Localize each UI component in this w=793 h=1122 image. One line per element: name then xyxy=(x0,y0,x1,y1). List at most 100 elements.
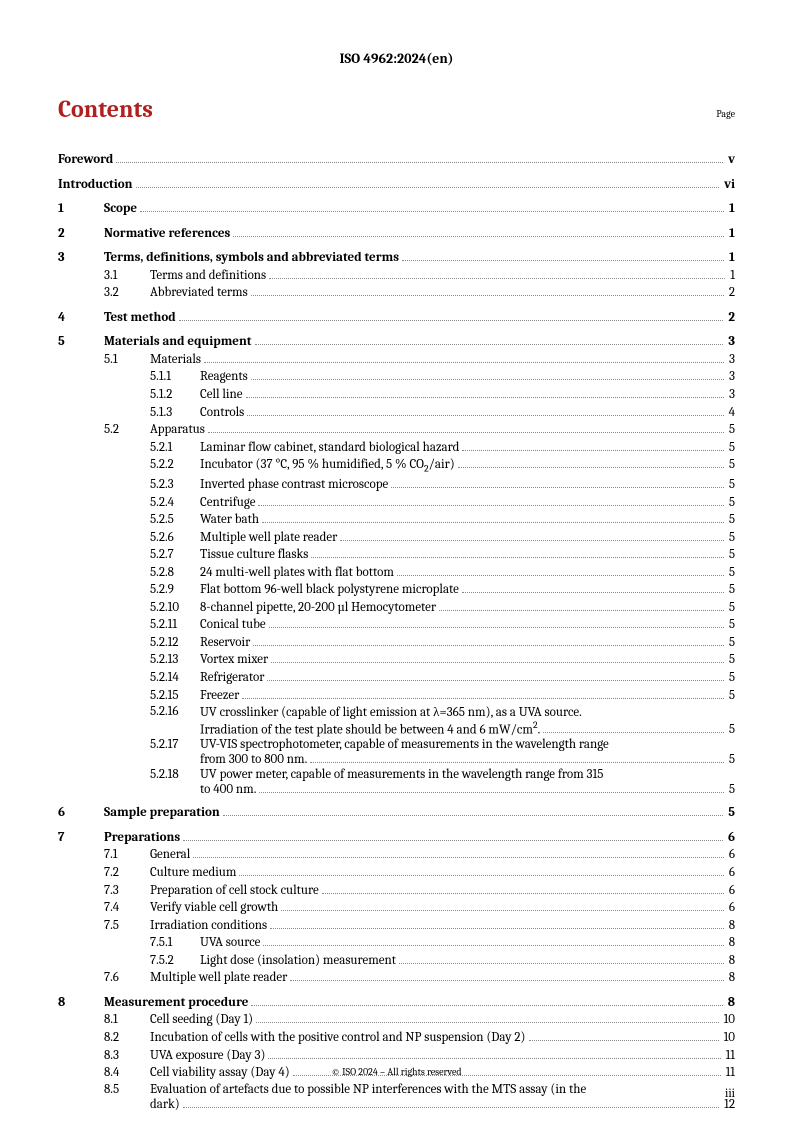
toc-subsubentry: 5.2.2 Incubator (37 °C, 95 % humidified,… xyxy=(58,456,735,476)
leader-dots xyxy=(179,320,724,321)
leader-dots xyxy=(399,963,724,964)
leader-dots xyxy=(529,1040,719,1041)
toc-page: 3 xyxy=(726,333,735,351)
toc-subentry: 7.5 Irradiation conditions 8 xyxy=(58,917,735,935)
toc-page: 5 xyxy=(727,546,735,564)
toc-label-line2: Irradiation of the test plate should be … xyxy=(200,720,540,737)
toc-label: Foreword xyxy=(58,151,113,169)
toc-label: Incubator (37 °C, 95 % humidified, 5 % C… xyxy=(200,456,455,476)
toc-label-line1: UV crosslinker (capable of light emissio… xyxy=(200,704,735,720)
toc-label: Reagents xyxy=(200,368,248,386)
toc-subentry: 7.3 Preparation of cell stock culture 6 xyxy=(58,882,735,900)
toc-label: Apparatus xyxy=(150,421,205,439)
toc-label-line1: UV power meter, capable of measurements … xyxy=(200,767,735,782)
toc-entry-scope: 1 Scope 1 xyxy=(58,200,735,218)
toc-number: 5.1.2 xyxy=(150,386,200,404)
toc-number: 5.2.2 xyxy=(150,456,200,474)
leader-dots xyxy=(271,662,724,663)
toc-label: Scope xyxy=(104,200,137,218)
toc-number: 5.2.11 xyxy=(150,616,200,634)
toc-number: 7.5.2 xyxy=(150,952,200,970)
toc-number: 5.2.12 xyxy=(150,634,200,652)
toc-page: 8 xyxy=(727,917,735,935)
toc-number: 5.2.9 xyxy=(150,581,200,599)
toc-subsubentry: 5.2.8 24 multi-well plates with flat bot… xyxy=(58,564,735,582)
toc-subsubentry: 5.2.7 Tissue culture flasks 5 xyxy=(58,546,735,564)
toc-number: 8.1 xyxy=(104,1011,150,1029)
leader-dots xyxy=(193,857,724,858)
toc-label: Cell line xyxy=(200,386,243,404)
leader-dots xyxy=(251,1005,722,1006)
toc-number: 5.2.14 xyxy=(150,669,200,687)
toc-number: 7.1 xyxy=(104,846,150,864)
leader-dots xyxy=(290,980,723,981)
toc-number: 3 xyxy=(58,249,104,267)
toc-page: 6 xyxy=(727,899,735,917)
toc-subsubentry: 5.2.18 UV power meter, capable of measur… xyxy=(58,767,735,797)
leader-dots xyxy=(116,162,723,163)
toc-label: Test method xyxy=(104,309,176,327)
toc-label: Vortex mixer xyxy=(200,651,268,669)
toc-label: Tissue culture flasks xyxy=(200,546,308,564)
toc-number: 5.2.15 xyxy=(150,687,200,705)
toc-number: 5.2.10 xyxy=(150,599,200,617)
table-of-contents: Foreword v Introduction vi 1 Scope 1 2 N… xyxy=(58,151,735,1112)
toc-label: Reservoir xyxy=(200,634,250,652)
toc-label: Terms, definitions, symbols and abbrevia… xyxy=(104,249,399,267)
toc-page: 5 xyxy=(726,804,735,822)
toc-page: 5 xyxy=(727,529,735,547)
toc-subsubentry: 5.1.1 Reagents 3 xyxy=(58,368,735,386)
leader-dots xyxy=(458,467,724,468)
leader-dots xyxy=(262,522,724,523)
toc-label: Incubation of cells with the positive co… xyxy=(150,1029,526,1047)
toc-number: 5.2.18 xyxy=(150,767,200,782)
toc-page: 5 xyxy=(727,456,735,474)
toc-page: 11 xyxy=(724,1047,735,1065)
toc-label-line1: Evaluation of artefacts due to possible … xyxy=(150,1082,735,1097)
toc-number: 1 xyxy=(58,200,104,218)
toc-label: Terms and definitions xyxy=(150,267,266,285)
leader-dots xyxy=(246,397,725,398)
toc-page: 6 xyxy=(727,846,735,864)
toc-label: Materials and equipment xyxy=(104,333,252,351)
toc-subentry: 8.1 Cell seeding (Day 1) 10 xyxy=(58,1011,735,1029)
toc-subsubentry: 7.5.2 Light dose (insolation) measuremen… xyxy=(58,952,735,970)
toc-number: 8.3 xyxy=(104,1047,150,1065)
toc-page: 3 xyxy=(727,386,735,404)
leader-dots xyxy=(269,278,725,279)
toc-entry: 5 Materials and equipment 3 xyxy=(58,333,735,351)
toc-subsubentry: 5.2.14 Refrigerator 5 xyxy=(58,669,735,687)
leader-dots xyxy=(269,627,724,628)
toc-number: 5.1.3 xyxy=(150,404,200,422)
leader-dots xyxy=(258,505,723,506)
toc-number: 5.1.1 xyxy=(150,368,200,386)
toc-page: 5 xyxy=(727,421,735,439)
toc-entry: 2 Normative references 1 xyxy=(58,225,735,243)
document-header: ISO 4962:2024(en) xyxy=(58,50,735,67)
toc-number: 7.6 xyxy=(104,969,150,987)
toc-label: Refrigerator xyxy=(200,669,264,687)
toc-page: 5 xyxy=(727,722,735,737)
toc-subentry: 8.5 Evaluation of artefacts due to possi… xyxy=(58,1082,735,1112)
toc-subentry: 8.2 Incubation of cells with the positiv… xyxy=(58,1029,735,1047)
toc-label-line2: to 400 nm. xyxy=(200,782,256,797)
toc-page: 5 xyxy=(727,752,735,767)
leader-dots xyxy=(311,557,723,558)
toc-subsubentry: 5.2.16 UV crosslinker (capable of light … xyxy=(58,704,735,737)
toc-page: 5 xyxy=(727,511,735,529)
leader-dots xyxy=(439,610,724,611)
leader-dots xyxy=(462,592,724,593)
toc-subentry: 8.3 UVA exposure (Day 3) 11 xyxy=(58,1047,735,1065)
toc-subsubentry: 5.2.1 Laminar flow cabinet, standard bio… xyxy=(58,439,735,457)
toc-subentry: 3.1 Terms and definitions 1 xyxy=(58,267,735,285)
toc-subentry: 7.6 Multiple well plate reader 8 xyxy=(58,969,735,987)
leader-dots xyxy=(263,945,723,946)
leader-dots xyxy=(543,732,724,733)
toc-number: 7.4 xyxy=(104,899,150,917)
toc-label: Light dose (insolation) measurement xyxy=(200,952,396,970)
toc-label: Flat bottom 96-well black polystyrene mi… xyxy=(200,581,459,599)
leader-dots xyxy=(183,1107,719,1108)
toc-subsubentry: 5.2.13 Vortex mixer 5 xyxy=(58,651,735,669)
leader-dots xyxy=(208,432,724,433)
toc-page: 5 xyxy=(727,476,735,494)
